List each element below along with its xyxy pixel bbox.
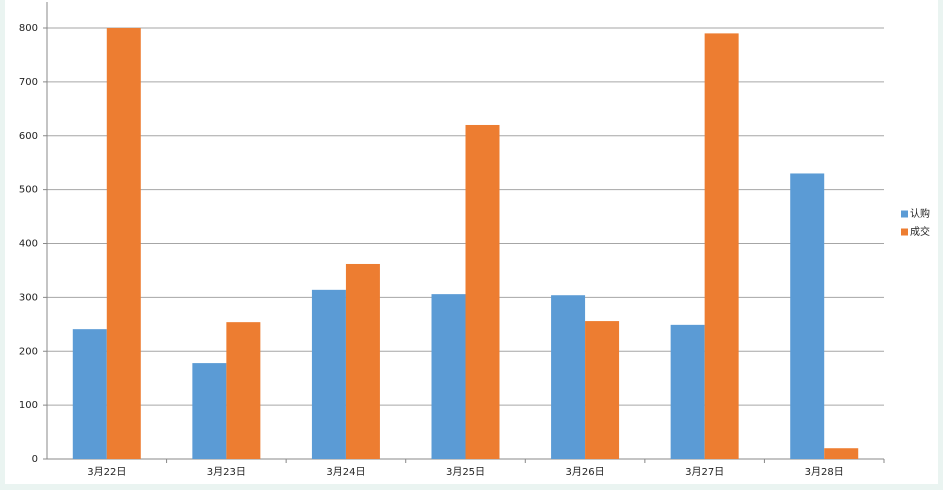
y-tick-label: 800 — [19, 23, 38, 34]
bar — [585, 321, 620, 459]
x-tick-label: 3月24日 — [326, 466, 365, 478]
y-tick-label: 400 — [19, 239, 38, 250]
legend-label: 成交 — [910, 225, 930, 238]
bar — [226, 322, 261, 459]
bar — [72, 329, 107, 459]
x-tick-label: 3月27日 — [685, 466, 724, 478]
bar — [551, 295, 586, 459]
bar — [431, 294, 466, 459]
x-tick-label: 3月23日 — [207, 466, 246, 478]
y-tick-label: 100 — [19, 400, 38, 411]
legend-swatch — [901, 228, 908, 236]
bar — [345, 263, 380, 459]
bar — [192, 363, 227, 459]
bar — [824, 448, 859, 459]
y-tick-label: 600 — [19, 131, 38, 142]
bar — [106, 28, 141, 459]
y-tick-label: 700 — [19, 77, 38, 88]
bar — [311, 289, 346, 459]
x-tick-label: 3月26日 — [566, 466, 605, 478]
x-tick-label: 3月22日 — [87, 466, 126, 478]
y-tick-label: 300 — [19, 292, 38, 303]
bar — [790, 173, 825, 459]
y-tick-label: 500 — [19, 185, 38, 196]
x-tick-label: 3月25日 — [446, 466, 485, 478]
legend-label: 认购 — [910, 207, 930, 220]
y-tick-label: 200 — [19, 346, 38, 357]
y-tick-label: 0 — [32, 454, 38, 465]
bar — [704, 33, 739, 459]
legend-swatch — [901, 210, 908, 218]
x-tick-label: 3月28日 — [805, 466, 844, 478]
bar — [465, 124, 500, 459]
bar — [670, 324, 705, 459]
